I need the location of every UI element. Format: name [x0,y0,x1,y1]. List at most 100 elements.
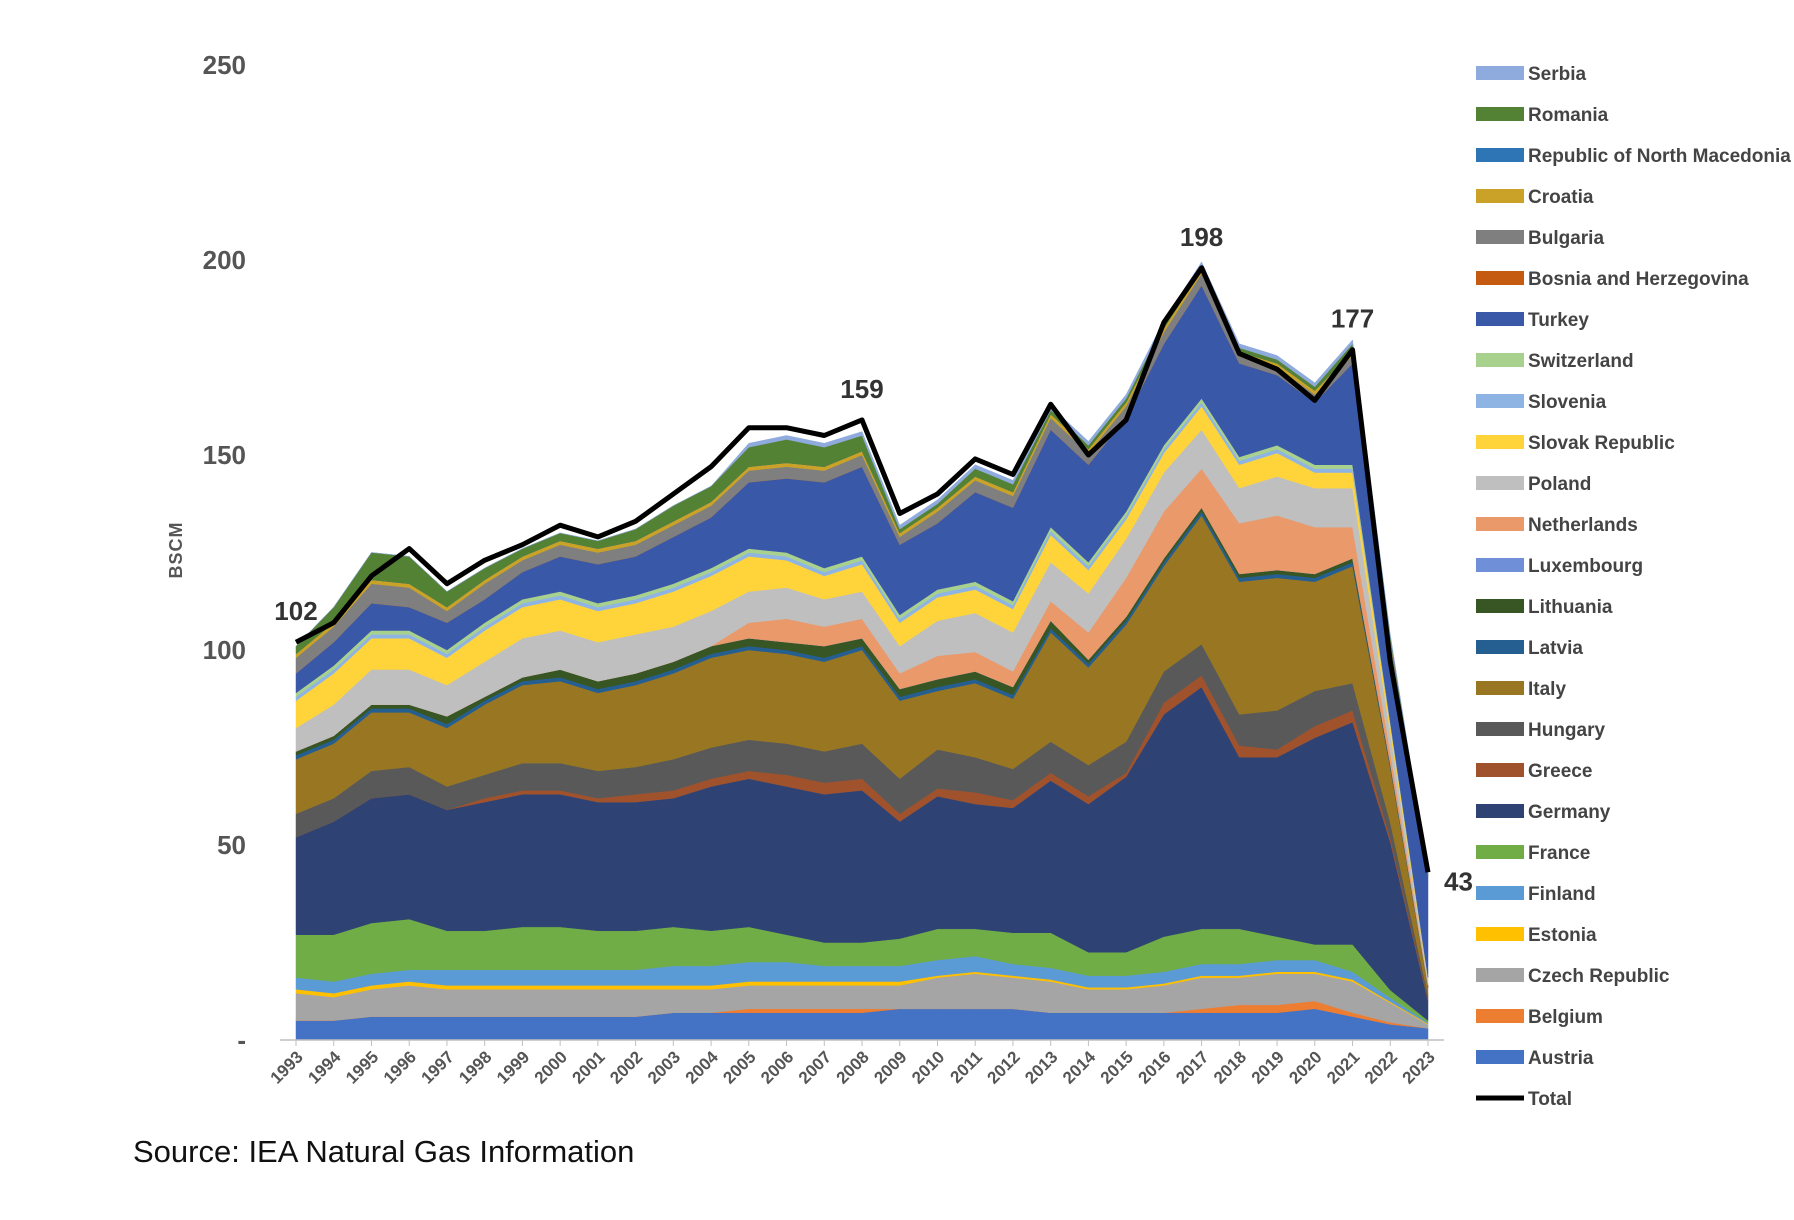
legend-swatch-estonia [1476,927,1524,941]
y-tick-label: 100 [203,635,246,665]
x-tick-label: 1995 [342,1047,382,1087]
y-tick-label: 200 [203,245,246,275]
legend-label-turkey: Turkey [1528,310,1589,331]
x-tick-label: 2003 [644,1047,684,1087]
legend-label-slovenia: Slovenia [1528,392,1607,413]
x-tick-label: 1996 [380,1047,420,1087]
legend-swatch-germany [1476,804,1524,818]
legend-label-czech-republic: Czech Republic [1528,966,1670,987]
legend-label-total: Total [1528,1089,1572,1110]
legend-swatch-romania [1476,107,1524,121]
legend-swatch-italy [1476,681,1524,695]
legend-label-poland: Poland [1528,474,1591,495]
x-tick-label: 2023 [1399,1047,1439,1087]
legend-swatch-slovenia [1476,394,1524,408]
legend-label-bulgaria: Bulgaria [1528,228,1604,249]
x-tick-label: 2017 [1172,1047,1212,1087]
legend-label-italy: Italy [1528,679,1566,700]
x-tick-label: 2021 [1323,1047,1363,1087]
legend-label-hungary: Hungary [1528,720,1606,741]
legend-label-luxembourg: Luxembourg [1528,556,1643,577]
y-tick-label: 250 [203,50,246,80]
x-tick-label: 1993 [267,1047,307,1087]
legend-swatch-france [1476,845,1524,859]
legend-swatch-switzerland [1476,353,1524,367]
legend-label-slovak-republic: Slovak Republic [1528,433,1675,454]
x-tick-label: 2006 [757,1047,797,1087]
legend-label-republic-of-north-macedonia: Republic of North Macedonia [1528,146,1791,167]
legend-label-estonia: Estonia [1528,925,1597,946]
x-tick-label: 2016 [1135,1047,1175,1087]
x-tick-label: 2000 [531,1047,571,1087]
y-axis-label: BSCM [166,522,186,579]
legend-swatch-republic-of-north-macedonia [1476,148,1524,162]
x-tick-label: 2008 [833,1047,873,1087]
x-tick-label: 2007 [795,1047,835,1087]
y-tick-label: - [237,1025,246,1055]
legend-swatch-finland [1476,886,1524,900]
legend-swatch-serbia [1476,66,1524,80]
legend: Serbia Romania Republic of North Macedonia… [1476,64,1791,1110]
legend-label-romania: Romania [1528,105,1609,126]
legend-label-austria: Austria [1528,1048,1594,1069]
total-annotation: 102 [274,596,317,626]
x-tick-label: 2005 [719,1047,759,1087]
legend-label-latvia: Latvia [1528,638,1583,659]
legend-swatch-poland [1476,476,1524,490]
legend-label-finland: Finland [1528,884,1596,905]
legend-label-greece: Greece [1528,761,1592,782]
x-tick-label: 2010 [908,1047,948,1087]
x-tick-label: 1997 [418,1047,458,1087]
source-note: Source: IEA Natural Gas Information [133,1134,634,1169]
x-tick-label: 2018 [1210,1047,1250,1087]
legend-swatch-turkey [1476,312,1524,326]
total-annotation: 43 [1444,866,1473,896]
legend-label-switzerland: Switzerland [1528,351,1634,372]
x-tick-label: 2012 [984,1047,1024,1087]
y-tick-label: 150 [203,440,246,470]
total-line [294,265,1431,873]
y-tick-label: 50 [217,830,246,860]
legend-label-france: France [1528,843,1590,864]
legend-label-netherlands: Netherlands [1528,515,1638,536]
total-annotation: 159 [840,374,883,404]
legend-swatch-bulgaria [1476,230,1524,244]
x-tick-label: 2004 [682,1047,723,1088]
total-annotation: 198 [1180,222,1223,252]
area-layers [294,261,1431,1041]
x-tick-label: 2019 [1248,1047,1288,1087]
x-tick-label: 2011 [947,1047,987,1087]
legend-label-belgium: Belgium [1528,1007,1603,1028]
x-tick-label: 1999 [493,1047,533,1087]
legend-label-lithuania: Lithuania [1528,597,1613,618]
x-tick-label: 2009 [870,1047,910,1087]
legend-swatch-netherlands [1476,517,1524,531]
x-tick-label: 2013 [1021,1047,1061,1087]
legend-swatch-croatia [1476,189,1524,203]
x-tick-label: 2014 [1059,1047,1100,1088]
legend-swatch-czech-republic [1476,968,1524,982]
legend-label-serbia: Serbia [1528,64,1587,85]
legend-swatch-belgium [1476,1009,1524,1023]
legend-label-germany: Germany [1528,802,1611,823]
legend-swatch-luxembourg [1476,558,1524,572]
legend-swatch-slovak-republic [1476,435,1524,449]
legend-swatch-bosnia-and-herzegovina [1476,271,1524,285]
legend-swatch-latvia [1476,640,1524,654]
legend-swatch-lithuania [1476,599,1524,613]
x-tick-label: 2015 [1097,1047,1137,1087]
area-serbia [295,261,1429,874]
x-tick-label: 2001 [569,1047,609,1087]
legend-swatch-greece [1476,763,1524,777]
x-tick-label: 2020 [1285,1047,1325,1087]
x-tick-label: 2022 [1361,1047,1401,1087]
legend-label-croatia: Croatia [1528,187,1594,208]
x-tick-label: 2002 [606,1047,646,1087]
legend-swatch-austria [1476,1050,1524,1064]
x-tick-label: 1998 [455,1047,495,1087]
legend-label-bosnia-and-herzegovina: Bosnia and Herzegovina [1528,269,1749,290]
legend-swatch-hungary [1476,722,1524,736]
total-annotation: 177 [1331,304,1374,334]
x-tick-label: 1994 [304,1047,345,1088]
